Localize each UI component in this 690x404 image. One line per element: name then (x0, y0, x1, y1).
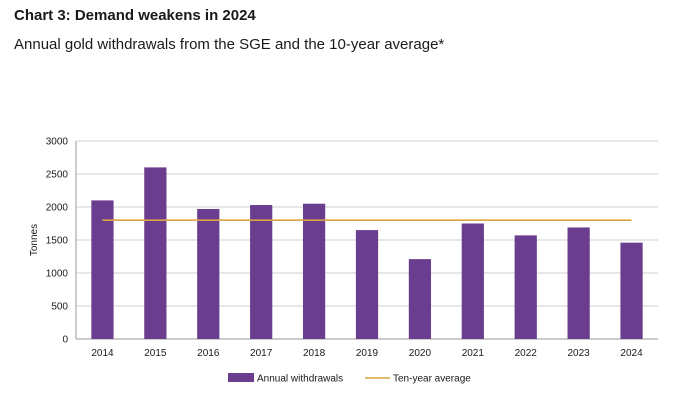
x-tick-label: 2016 (197, 348, 220, 359)
bar-2024 (620, 242, 643, 339)
y-tick-label: 0 (62, 335, 68, 346)
legend-label-ten-year-average: Ten-year average (393, 374, 471, 385)
y-tick-label: 500 (51, 302, 68, 313)
bar-2020 (408, 259, 432, 339)
y-tick-label: 1000 (46, 269, 69, 280)
x-tick-label: 2023 (568, 348, 591, 359)
x-tick-label: 2019 (356, 348, 379, 359)
legend-swatch-annual-withdrawals (228, 373, 254, 382)
y-tick-label: 2500 (46, 170, 69, 181)
x-tick-label: 2024 (620, 348, 643, 359)
bar-2023 (567, 227, 590, 339)
bar-2017 (250, 205, 273, 339)
bar-2016 (197, 208, 220, 339)
bar-2019 (355, 230, 379, 339)
y-tick-label: 2000 (46, 203, 69, 214)
x-tick-label: 2015 (144, 348, 167, 359)
y-axis-title: Tonnes (29, 224, 40, 256)
bar-2018 (302, 203, 326, 339)
bar-2022 (514, 235, 537, 339)
x-tick-label: 2018 (303, 348, 326, 359)
y-tick-label: 1500 (46, 236, 69, 247)
x-tick-label: 2020 (409, 348, 432, 359)
x-tick-label: 2017 (250, 348, 273, 359)
bar-2014 (91, 200, 114, 339)
chart-title: Chart 3: Demand weakens in 2024 (14, 7, 256, 24)
legend-label-annual-withdrawals: Annual withdrawals (257, 374, 343, 385)
chart-subtitle: Annual gold withdrawals from the SGE and… (14, 36, 445, 53)
x-tick-label: 2021 (462, 348, 485, 359)
x-tick-label: 2022 (515, 348, 538, 359)
x-tick-label: 2014 (91, 348, 114, 359)
bar-2015 (144, 167, 167, 339)
bar-2021 (461, 223, 484, 339)
y-tick-label: 3000 (46, 137, 69, 148)
